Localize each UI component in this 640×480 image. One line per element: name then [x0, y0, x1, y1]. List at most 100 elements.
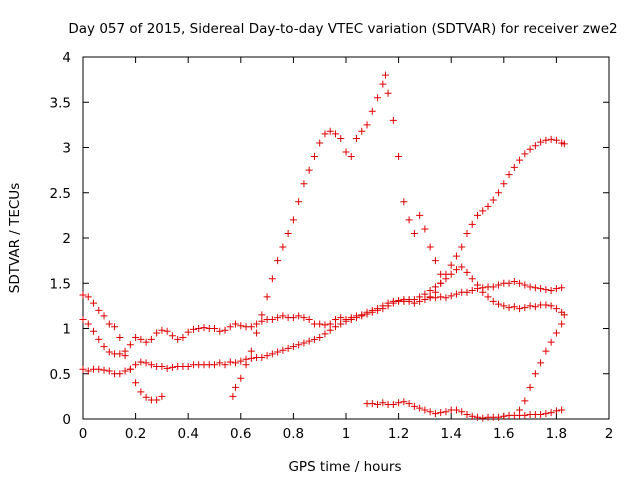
data-point — [452, 266, 460, 274]
data-point — [426, 243, 434, 251]
data-point — [500, 412, 508, 420]
data-point — [237, 374, 245, 382]
data-point — [552, 136, 560, 144]
data-point — [79, 291, 87, 299]
data-point — [474, 211, 481, 219]
data-point — [132, 361, 140, 369]
y-tick-label: 3.5 — [50, 95, 71, 111]
data-point — [537, 285, 545, 293]
data-point — [560, 311, 568, 319]
data-point — [284, 229, 292, 237]
data-point — [510, 303, 518, 311]
data-point — [337, 134, 345, 142]
data-point — [116, 350, 124, 358]
y-tick-label: 2.5 — [50, 186, 71, 202]
data-point — [247, 354, 255, 362]
data-point — [305, 315, 313, 323]
data-point — [179, 334, 187, 342]
data-point — [321, 330, 329, 338]
x-tick-label: 1.6 — [493, 426, 514, 442]
x-tick-label: 0.6 — [230, 426, 251, 442]
data-point — [452, 290, 460, 298]
y-tick-label: 0 — [62, 412, 71, 428]
data-point — [374, 401, 382, 409]
data-point — [379, 80, 387, 88]
data-point — [79, 365, 87, 373]
data-point — [416, 211, 424, 219]
series-sat-d — [229, 71, 445, 400]
data-point — [437, 279, 445, 287]
data-point — [463, 410, 471, 418]
data-point — [516, 305, 524, 313]
data-point — [526, 302, 534, 310]
data-point — [347, 315, 355, 323]
data-point — [431, 410, 439, 418]
data-point — [495, 300, 503, 308]
data-point — [447, 261, 455, 269]
y-tick-label: 2 — [62, 231, 71, 247]
data-point — [126, 365, 134, 373]
data-point — [552, 329, 560, 337]
data-point — [389, 299, 397, 307]
data-point — [500, 302, 508, 310]
data-point — [381, 71, 389, 79]
data-point — [363, 121, 371, 129]
x-tick-label: 2 — [605, 426, 614, 442]
data-point — [274, 314, 282, 322]
chart-title: Day 057 of 2015, Sidereal Day-to-day VTE… — [68, 21, 617, 37]
data-point — [342, 148, 350, 156]
data-point — [229, 392, 237, 400]
data-point — [163, 364, 171, 372]
data-point — [458, 263, 466, 271]
data-point — [426, 286, 434, 294]
data-point — [232, 383, 240, 391]
data-point — [521, 150, 529, 158]
data-point — [426, 293, 434, 301]
data-point — [431, 257, 439, 265]
data-point — [137, 358, 145, 366]
data-point — [258, 353, 266, 361]
data-point — [284, 344, 292, 352]
data-point — [211, 361, 218, 369]
x-tick-label: 1 — [342, 426, 351, 442]
data-point — [374, 306, 382, 314]
data-point — [521, 304, 529, 312]
data-point — [463, 288, 471, 296]
y-tick-label: 4 — [62, 50, 71, 66]
data-point — [147, 361, 155, 369]
data-point — [505, 304, 513, 312]
data-point — [95, 365, 103, 373]
data-point — [316, 139, 324, 147]
data-point — [316, 320, 324, 328]
data-point — [163, 327, 171, 335]
data-point — [389, 401, 397, 409]
data-point — [168, 332, 176, 340]
data-point — [526, 383, 534, 391]
data-point — [221, 361, 229, 369]
y-tick-label: 3 — [62, 141, 71, 157]
data-point — [510, 277, 518, 285]
data-point — [95, 306, 103, 314]
data-point — [395, 399, 403, 407]
data-point — [560, 140, 568, 148]
data-point — [84, 293, 92, 301]
data-point — [437, 409, 445, 417]
data-point — [531, 303, 539, 311]
data-point — [90, 327, 98, 335]
data-point — [505, 279, 513, 287]
y-tick-label: 0.5 — [50, 367, 71, 383]
data-point — [542, 136, 550, 144]
data-point — [458, 408, 466, 416]
data-point — [153, 396, 161, 404]
data-point — [226, 358, 234, 366]
data-point — [331, 315, 339, 323]
data-point — [410, 229, 418, 237]
data-point — [442, 408, 450, 416]
data-point — [552, 305, 560, 313]
data-point — [263, 293, 271, 301]
data-point — [510, 163, 518, 171]
data-point — [489, 297, 497, 305]
y-axis-label: SDTVAR / TECUs — [7, 183, 23, 293]
x-tick-label: 1.2 — [388, 426, 409, 442]
data-point — [300, 339, 308, 347]
